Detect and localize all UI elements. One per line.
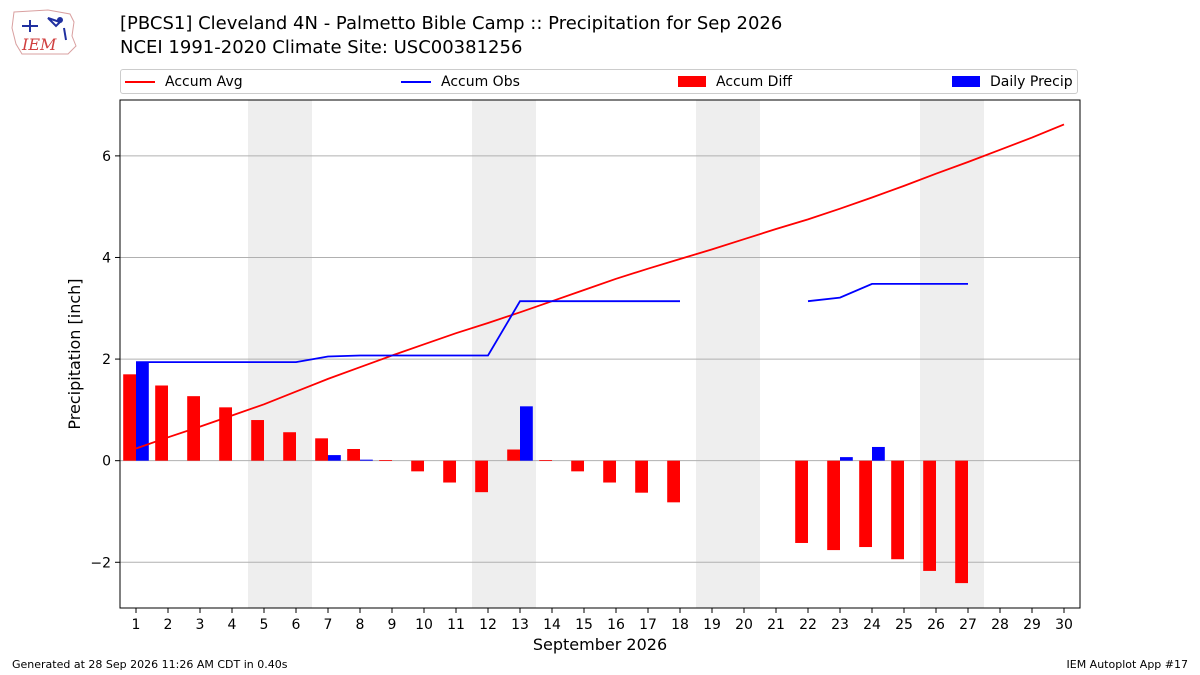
accum-obs-line: [807, 282, 968, 303]
accum-diff-bar: [571, 460, 584, 472]
x-tick-label: 27: [959, 617, 977, 633]
x-tick-label: 22: [799, 617, 817, 633]
x-tick-label: 20: [735, 617, 753, 633]
y-tick-label: 0: [102, 454, 111, 470]
accum-diff-bar: [155, 385, 168, 461]
legend-swatch: [952, 76, 980, 87]
y-tick-label: −2: [90, 555, 111, 571]
weekend-band: [248, 100, 312, 608]
legend-swatch: [678, 76, 706, 87]
accum-obs-line: [136, 300, 680, 364]
x-tick-label: 7: [324, 617, 333, 633]
y-tick-label: 6: [102, 149, 111, 165]
logo-text: IEM: [21, 35, 57, 54]
daily-precip-bar: [360, 459, 373, 461]
footer-app: IEM Autoplot App #17: [1066, 658, 1189, 671]
y-axis-label: Precipitation [inch]: [65, 278, 84, 429]
legend-label: Accum Avg: [165, 73, 243, 90]
x-tick-label: 9: [388, 617, 397, 633]
legend-swatch: [125, 80, 155, 83]
accum-diff-bar: [475, 460, 488, 493]
x-tick-label: 5: [260, 617, 269, 633]
x-tick-label: 15: [575, 617, 593, 633]
plot-frame: [119, 99, 1081, 609]
x-tick-label: 6: [292, 617, 301, 633]
daily-precip-bar: [328, 455, 341, 461]
x-tick-label: 8: [356, 617, 365, 633]
x-tick-label: 17: [639, 617, 657, 633]
legend-item-accum-avg: Accum Avg: [125, 70, 243, 93]
daily-precip-bar: [840, 457, 853, 461]
x-tick-label: 12: [479, 617, 497, 633]
title-line-1: [PBCS1] Cleveland 4N - Palmetto Bible Ca…: [120, 13, 783, 34]
accum-diff-bar: [667, 460, 680, 503]
x-tick-label: 11: [447, 617, 465, 633]
footer-generated: Generated at 28 Sep 2026 11:26 AM CDT in…: [12, 658, 288, 671]
x-tick-label: 14: [543, 617, 561, 633]
accum-diff-bar: [315, 438, 328, 461]
x-tick-label: 28: [991, 617, 1009, 633]
weekend-band: [696, 100, 760, 608]
x-tick-label: 1: [132, 617, 141, 633]
daily-precip-bar: [872, 446, 885, 461]
chart-title: [PBCS1] Cleveland 4N - Palmetto Bible Ca…: [120, 12, 782, 60]
weekend-band: [472, 100, 536, 608]
x-tick-label: 16: [607, 617, 625, 633]
daily-precip-bar: [520, 406, 533, 461]
x-axis-label: September 2026: [533, 635, 667, 654]
accum-diff-bar: [443, 460, 456, 483]
accum-diff-bar: [795, 460, 808, 543]
accum-diff-bar: [219, 407, 232, 461]
accum-diff-bar: [507, 449, 520, 461]
accum-diff-bar: [827, 460, 840, 551]
x-tick-label: 13: [511, 617, 529, 633]
x-tick-label: 18: [671, 617, 689, 633]
x-tick-label: 26: [927, 617, 945, 633]
daily-precip-bar: [136, 362, 149, 461]
x-tick-label: 2: [164, 617, 173, 633]
legend-label: Accum Diff: [716, 73, 793, 90]
x-tick-label: 4: [228, 617, 237, 633]
accum-diff-bar: [539, 460, 552, 461]
y-tick-label: 4: [102, 250, 111, 266]
x-tick-label: 24: [863, 617, 881, 633]
accum-diff-bar: [347, 448, 360, 461]
accum-diff-bar: [891, 460, 904, 560]
accum-diff-bar: [123, 374, 136, 461]
x-tick-label: 25: [895, 617, 913, 633]
legend-label: Daily Precip: [990, 73, 1073, 90]
legend-item-accum-diff: Accum Diff: [678, 70, 792, 93]
iem-logo: IEM: [11, 9, 77, 55]
x-tick-label: 19: [703, 617, 721, 633]
x-tick-label: 10: [415, 617, 433, 633]
accum-diff-bar: [251, 420, 264, 461]
accum-diff-bar: [923, 460, 936, 571]
y-tick-label: 2: [102, 352, 111, 368]
accum-diff-bar: [603, 460, 616, 483]
x-tick-label: 21: [767, 617, 785, 633]
x-tick-label: 3: [196, 617, 205, 633]
title-line-2: NCEI 1991-2020 Climate Site: USC00381256: [120, 37, 523, 58]
accum-diff-bar: [635, 460, 648, 493]
legend-item-daily-precip: Daily Precip: [952, 70, 1073, 93]
accum-diff-bar: [955, 460, 968, 584]
accum-diff-bar: [859, 460, 872, 548]
x-tick-label: 30: [1055, 617, 1073, 633]
accum-diff-bar: [411, 460, 424, 472]
accum-diff-bar: [283, 432, 296, 461]
legend: Accum Avg Accum Obs Accum Diff Daily Pre…: [120, 69, 1078, 94]
legend-swatch: [401, 80, 431, 83]
accum-avg-line: [135, 123, 1065, 450]
accum-diff-bar: [379, 460, 392, 461]
legend-item-accum-obs: Accum Obs: [401, 70, 520, 93]
legend-label: Accum Obs: [441, 73, 520, 90]
x-tick-label: 29: [1023, 617, 1041, 633]
x-tick-label: 23: [831, 617, 849, 633]
